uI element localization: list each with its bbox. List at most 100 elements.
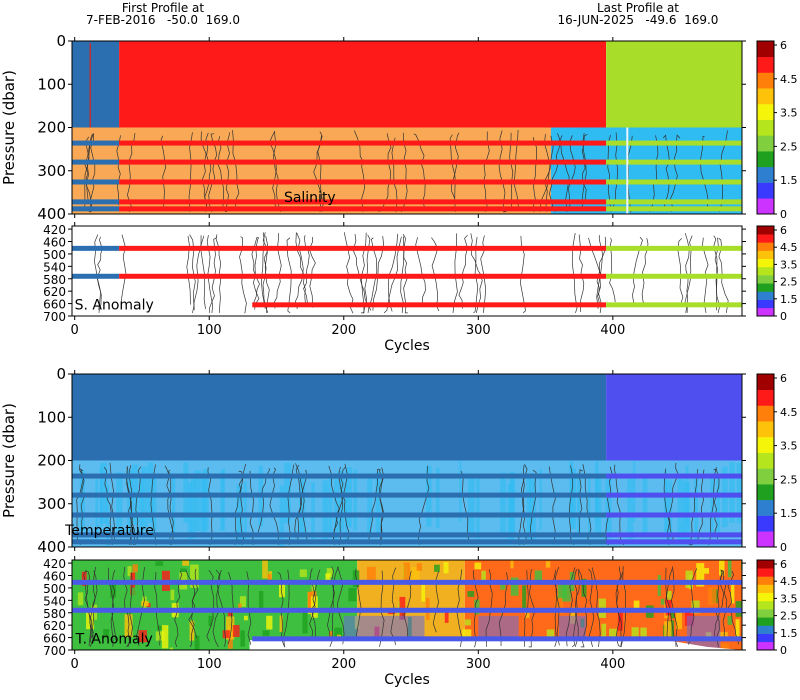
y-tick-label: 420	[43, 557, 66, 571]
colorbar-tick-label: 2.5	[780, 473, 798, 486]
stripe-2-0	[72, 512, 607, 518]
stripe-0-0	[72, 579, 742, 585]
y-axis-label: Pressure (dbar)	[0, 70, 18, 185]
temperature-streak	[539, 469, 542, 530]
x-tick-label: 0	[71, 323, 79, 338]
anomaly-noise	[403, 562, 410, 581]
colorbar-frame	[756, 559, 775, 651]
anomaly-noise	[719, 631, 728, 641]
anomaly-noise	[416, 563, 423, 571]
colorbar-segment	[757, 531, 774, 548]
anomaly-noise	[581, 578, 587, 597]
y-tick-label: 100	[37, 75, 66, 93]
panel-label: S. Anomaly	[75, 298, 154, 314]
temperature-streak	[190, 477, 196, 539]
plot-area	[72, 226, 742, 316]
colorbar-tick-label: 3.5	[780, 107, 798, 120]
contour-line	[379, 570, 385, 647]
colorbar-tick-label: 1.5	[780, 507, 798, 520]
temperature-streak	[694, 479, 698, 540]
colorbar-segment	[757, 291, 774, 300]
anomaly-noise	[182, 560, 190, 566]
plot-area	[72, 374, 742, 547]
stripe-2-2	[606, 179, 742, 185]
temperature-streak	[171, 473, 176, 535]
panel-label: Temperature	[64, 523, 154, 539]
colorbar-tick-label: 1.5	[780, 293, 798, 306]
colorbar-segment	[757, 135, 774, 152]
colorbar-tick-label: 4.5	[780, 406, 798, 419]
last-profile-label: Last Profile at	[597, 1, 679, 15]
stripe-3-0	[72, 532, 607, 538]
anomaly-noise	[525, 608, 530, 618]
temperature-streak	[729, 462, 736, 523]
colorbar-frame	[756, 373, 775, 548]
stripe-4-0	[72, 539, 607, 545]
region-0	[72, 41, 120, 128]
anomaly-noise	[667, 591, 672, 600]
contour-line	[378, 133, 392, 213]
anomaly-noise	[189, 620, 195, 641]
anomaly-noise	[161, 625, 169, 649]
temperature-panel: 0 100 200 300 400 Pressure (dbar) Temperature 6…	[0, 365, 798, 556]
contour-line	[720, 569, 728, 640]
anomaly-noise	[266, 615, 273, 630]
anomaly-noise	[238, 603, 242, 610]
profile-marker-light	[626, 127, 629, 214]
salinity-panel: 0 100 200 300 400 Pressure (dbar) Salinity 6 4.5…	[0, 32, 798, 223]
colorbar-segment	[757, 592, 774, 602]
region-2	[606, 41, 742, 128]
stripe-2-1	[119, 179, 607, 185]
anomaly-noise	[169, 647, 174, 650]
y-tick-label: 660	[43, 298, 66, 312]
contour-line	[84, 571, 94, 639]
x-tick-label: 300	[466, 323, 491, 338]
y-tick-label: 300	[37, 162, 66, 180]
colorbar-segment	[757, 405, 774, 422]
first-profile-label: First Profile at	[122, 1, 205, 15]
colorbar-segment	[757, 72, 774, 89]
temperature-streak	[139, 475, 144, 537]
stripe-0-0	[72, 140, 120, 146]
anomaly-noise	[141, 600, 149, 607]
anomaly-noise	[240, 630, 245, 647]
temperature-streak	[116, 472, 123, 533]
y-tick-label: 200	[37, 119, 66, 137]
colorbar-tick-label: 2.5	[780, 276, 798, 289]
colorbar-segment	[757, 151, 774, 168]
anomaly-noise	[555, 595, 564, 615]
contour-line	[309, 569, 321, 638]
anomaly-noise	[500, 584, 506, 590]
plot-frame	[71, 225, 743, 317]
anomaly-noise	[660, 598, 665, 605]
colorbar-segment	[757, 584, 774, 594]
colorbar-tick-label: 2.5	[780, 140, 798, 153]
anomaly-noise	[727, 560, 732, 578]
anomaly-noise	[262, 630, 270, 636]
stripe-0-0	[72, 245, 120, 251]
stripe-1-0	[72, 607, 742, 613]
temperature-streak	[436, 467, 440, 529]
anomaly-noise	[335, 621, 344, 632]
contour-line	[294, 469, 308, 538]
temperature-streak	[509, 472, 516, 533]
contour-line	[565, 567, 576, 647]
plot-area	[72, 560, 742, 650]
anomaly-noise	[671, 611, 675, 619]
colorbar-segment	[757, 484, 774, 501]
anomaly-noise	[510, 577, 519, 596]
anomaly-noise	[279, 615, 283, 633]
anomaly-noise	[691, 600, 700, 614]
colorbar-segment	[757, 258, 774, 268]
anomaly-noise	[696, 563, 705, 587]
anomaly-noise	[239, 596, 246, 607]
temperature-streak	[500, 472, 506, 534]
colorbar-tick-label: 4.5	[780, 575, 798, 588]
anomaly-noise	[474, 562, 482, 570]
contour-line	[83, 569, 92, 646]
anomaly-noise	[557, 584, 567, 599]
region-0	[72, 374, 607, 461]
contour-line	[509, 132, 514, 207]
